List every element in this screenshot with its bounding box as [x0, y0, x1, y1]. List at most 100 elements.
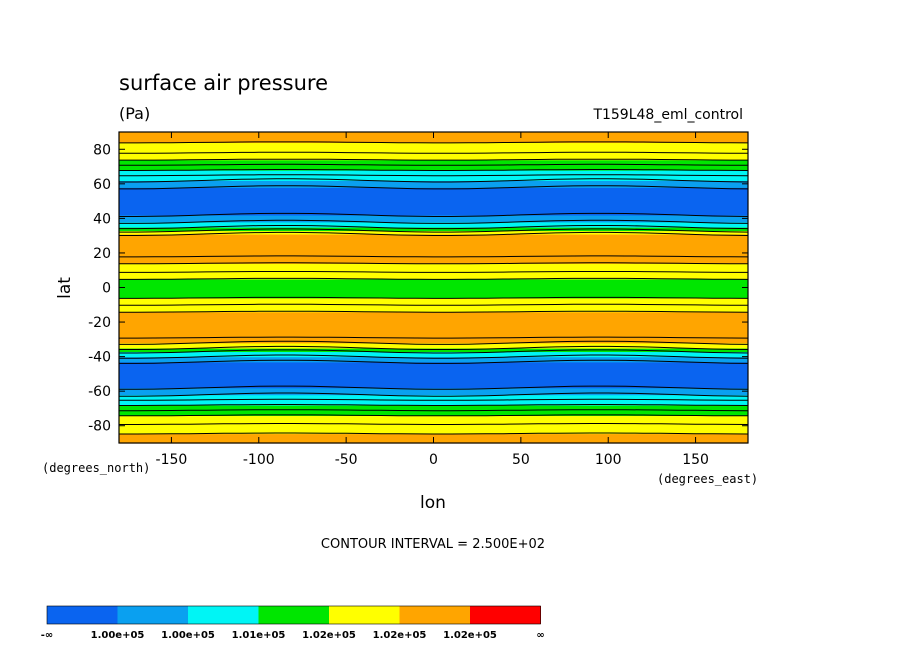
colorbar-label: 1.01e+05: [232, 630, 286, 641]
contour-band: [119, 394, 748, 401]
y-tick-label: 20: [93, 246, 111, 262]
contour-band: [119, 152, 748, 161]
y-tick-label: -60: [88, 384, 111, 400]
contour-line: [118, 340, 749, 345]
x-axis-label: lon: [420, 493, 446, 513]
x-tick-label: 100: [595, 452, 622, 468]
contour-line: [118, 151, 748, 154]
x-tick-label: -100: [243, 452, 275, 468]
colorbar-swatch: [329, 606, 400, 624]
colorbar-label: 1.02e+05: [373, 630, 427, 641]
contour-line: [118, 404, 749, 406]
contour-line: [118, 158, 748, 161]
contour-band: [119, 142, 748, 154]
contour-line: [118, 178, 749, 183]
contour-band: [119, 387, 748, 396]
contour-band: [119, 175, 748, 181]
contour-band: [119, 187, 748, 216]
units-label: (Pa): [119, 104, 150, 123]
contour-band: [119, 410, 748, 416]
contour-line: [118, 336, 749, 339]
contour-band: [119, 337, 748, 344]
contour-line: [118, 174, 749, 177]
contour-band: [119, 278, 748, 299]
y-tick-label: -20: [88, 315, 111, 331]
contour-line: [118, 228, 749, 233]
contour-line: [118, 262, 749, 265]
y-axis-units: (degrees_north): [42, 461, 150, 475]
contour-line: [118, 169, 749, 171]
colorbar-swatch: [399, 606, 471, 624]
colorbar-frame: [46, 605, 541, 625]
contour-interval-note: CONTOUR INTERVAL = 2.500E+02: [321, 537, 545, 552]
contour-line: [118, 432, 749, 435]
contour-band: [119, 304, 748, 313]
y-axis-label: lat: [55, 277, 75, 299]
run-label: T159L48_eml_control: [592, 107, 743, 123]
contour-line: [118, 185, 749, 190]
contour-band: [119, 399, 748, 406]
contour-band: [119, 233, 748, 257]
contour-line: [118, 141, 749, 144]
contour-band: [119, 221, 748, 228]
y-tick-label: -40: [88, 350, 111, 366]
contour-band: [119, 311, 748, 339]
colorbar-label: ∞: [536, 630, 544, 641]
contour-band: [119, 170, 748, 176]
colorbar-label: 1.02e+05: [443, 630, 497, 641]
contour-band: [119, 271, 748, 280]
x-tick-label: 50: [512, 452, 530, 468]
colorbar-label: 1.02e+05: [302, 630, 356, 641]
contour-band: [119, 180, 748, 188]
y-tick-label: 40: [93, 211, 111, 227]
x-axis: -150 -100 -50 0 50 100 150: [156, 132, 709, 468]
contour-line: [118, 277, 749, 280]
contour-line: [118, 255, 749, 258]
y-tick-label: 60: [93, 177, 111, 193]
contour-band: [119, 423, 748, 435]
colorbar-swatch: [188, 606, 259, 624]
contour-band: [119, 342, 748, 349]
colorbar-label: 1.00e+05: [91, 630, 145, 641]
contour-band: [119, 361, 748, 389]
contour-band: [119, 351, 748, 358]
contour-line: [118, 349, 749, 354]
contour-line: [118, 398, 749, 401]
colorbar-swatch: [47, 606, 118, 624]
contour-band: [119, 297, 748, 306]
contour-line: [118, 219, 749, 224]
colorbar-swatch: [117, 606, 189, 624]
contour-line: [118, 423, 749, 425]
contour-line: [118, 163, 748, 166]
colorbar-label: 1.00e+05: [161, 630, 215, 641]
contour-line: [118, 296, 749, 299]
colorbar: -∞ 1.00e+05 1.00e+05 1.01e+05 1.02e+05 1.02e+…: [41, 605, 545, 641]
x-tick-label: -150: [156, 452, 188, 468]
contour-line: [118, 385, 749, 390]
contour-line: [118, 359, 749, 364]
x-tick-label: -50: [335, 452, 358, 468]
contour-band: [119, 356, 748, 363]
contour-line: [118, 231, 749, 236]
contour-band: [119, 256, 748, 264]
x-tick-label: 150: [682, 452, 709, 468]
contour-lines: [118, 141, 749, 435]
contour-band: [119, 263, 748, 273]
contour-line: [118, 225, 749, 230]
contour-band: [119, 404, 748, 411]
contour-band: [119, 214, 748, 223]
contour-line: [118, 414, 748, 417]
contour-line: [118, 212, 749, 217]
contour-line: [118, 345, 749, 350]
contour-band: [119, 415, 748, 425]
colorbar-swatch: [470, 606, 541, 624]
contour-line: [118, 392, 749, 397]
contour-field: [119, 132, 748, 444]
contour-band: [119, 164, 748, 171]
contour-band: [119, 159, 748, 166]
contour-line: [118, 409, 749, 412]
contour-line: [118, 271, 748, 273]
x-tick-label: 0: [429, 452, 438, 468]
contour-line: [118, 354, 749, 359]
x-axis-units: (degrees_east): [657, 472, 758, 486]
